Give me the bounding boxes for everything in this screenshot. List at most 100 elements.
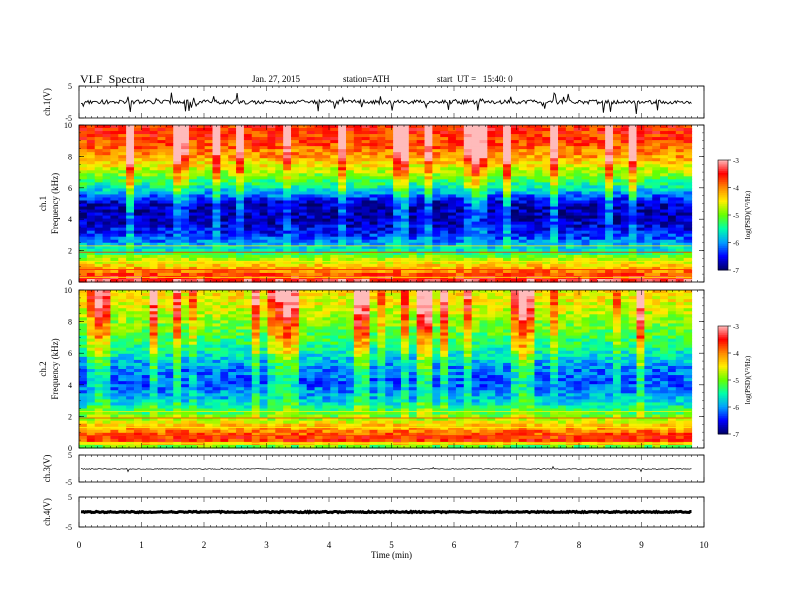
spectrogram-cell bbox=[503, 167, 512, 171]
spectrogram-cell bbox=[400, 155, 410, 159]
spectrogram-cell bbox=[283, 212, 292, 217]
spectrogram-cell bbox=[133, 161, 143, 165]
spectrogram-cell bbox=[400, 272, 410, 277]
spectrogram-cell bbox=[573, 134, 583, 138]
spectrogram-cell bbox=[369, 212, 378, 217]
spectrogram-cell bbox=[94, 278, 104, 283]
spectrogram-cell bbox=[243, 176, 253, 180]
spectrogram-cell bbox=[306, 134, 316, 138]
spectrogram-cell bbox=[291, 140, 300, 144]
spectrogram-cell bbox=[141, 218, 151, 223]
spectrogram-cell bbox=[330, 269, 339, 274]
spectrogram-cell bbox=[157, 161, 166, 165]
spectrogram-cell bbox=[353, 164, 363, 168]
spectrogram-cell bbox=[94, 272, 104, 277]
spectrogram-cell bbox=[660, 314, 669, 318]
spectrogram-cell bbox=[565, 182, 575, 186]
spectrogram-cell bbox=[212, 260, 221, 265]
spectrogram-cell bbox=[86, 137, 96, 141]
spectrogram-cell bbox=[259, 140, 269, 144]
spectrogram-cell bbox=[94, 296, 104, 300]
spectrogram-cell bbox=[479, 206, 488, 211]
spectrogram-cell bbox=[173, 299, 182, 303]
spectrogram-cell bbox=[628, 230, 638, 235]
spectrogram-cell bbox=[518, 239, 528, 244]
spectrogram-cell bbox=[558, 257, 567, 262]
spectrogram-cell bbox=[589, 260, 598, 265]
spectrogram-cell bbox=[675, 194, 685, 199]
spectrogram-cell bbox=[298, 296, 308, 300]
spectrogram-cell bbox=[94, 212, 104, 217]
spectrogram-cell bbox=[204, 272, 214, 277]
spectrogram-cell bbox=[165, 131, 174, 135]
spectrogram-cell bbox=[133, 170, 143, 174]
spectrogram-cell bbox=[361, 215, 371, 220]
spectrogram-cell bbox=[432, 200, 441, 205]
spectrogram-cell bbox=[79, 242, 88, 247]
spectrogram-cell bbox=[141, 305, 151, 309]
spectrogram-cell bbox=[259, 152, 269, 156]
spectrogram-cell bbox=[377, 221, 386, 226]
spectrogram-cell bbox=[565, 230, 575, 235]
spectrogram-cell bbox=[393, 320, 402, 325]
spectrogram-cell bbox=[353, 197, 363, 202]
spectrogram-cell bbox=[118, 269, 127, 274]
spectrogram-cell bbox=[188, 323, 198, 328]
spectrogram-cell bbox=[400, 158, 410, 162]
spectrogram-cell bbox=[361, 182, 371, 186]
spectrogram-cell bbox=[377, 224, 386, 229]
spectrogram-cell bbox=[267, 143, 276, 147]
spectrogram-cell bbox=[675, 290, 685, 294]
spectrogram-cell bbox=[518, 248, 528, 253]
spectrogram-cell bbox=[636, 173, 645, 177]
spectrogram-cell bbox=[314, 149, 324, 153]
spectrogram-cell bbox=[495, 236, 504, 241]
spectrogram-cell bbox=[393, 317, 402, 321]
spectrogram-cell bbox=[597, 278, 606, 283]
spectrogram-cell bbox=[157, 314, 166, 318]
spectrogram-cell bbox=[636, 227, 645, 232]
spectrogram-cell bbox=[141, 125, 151, 129]
spectrogram-cell bbox=[597, 194, 606, 199]
spectrogram-cell bbox=[455, 137, 465, 141]
spectrogram-cell bbox=[314, 308, 324, 312]
spectrogram-cell bbox=[652, 233, 661, 238]
spectrogram-cell bbox=[345, 233, 355, 238]
spectrogram-cell bbox=[149, 320, 159, 325]
spectrogram-cell bbox=[487, 293, 496, 297]
spectrogram-cell bbox=[251, 257, 261, 262]
spectrogram-cell bbox=[463, 296, 473, 300]
spectrogram-cell bbox=[526, 215, 536, 220]
spectrogram-cell bbox=[652, 197, 661, 202]
spectrogram-cell bbox=[581, 170, 591, 174]
spectrogram-cell bbox=[251, 152, 261, 156]
spectrogram-cell bbox=[118, 137, 127, 141]
spectrogram-cell bbox=[251, 245, 261, 250]
spectrogram-cell bbox=[275, 302, 284, 306]
spectrogram-cell bbox=[495, 170, 504, 174]
spectrogram-cell bbox=[448, 317, 457, 321]
spectrogram-cell bbox=[220, 155, 229, 159]
spectrogram-cell bbox=[110, 185, 119, 189]
spectrogram-cell bbox=[455, 200, 465, 205]
spectrogram-cell bbox=[141, 209, 151, 214]
spectrogram-cell bbox=[644, 230, 653, 235]
spectrogram-cell bbox=[322, 137, 331, 141]
spectrogram-cell bbox=[455, 131, 465, 135]
spectrogram-cell bbox=[385, 269, 394, 274]
spectrogram-cell bbox=[471, 299, 481, 303]
spectrogram-cell bbox=[173, 314, 182, 318]
spectrogram-cell bbox=[605, 155, 614, 159]
spectrogram-cell bbox=[612, 146, 622, 150]
spectrogram-cell bbox=[448, 260, 457, 265]
spectrogram-cell bbox=[636, 242, 645, 247]
spectrogram-cell bbox=[322, 239, 331, 244]
spectrogram-cell bbox=[440, 185, 449, 189]
spectrogram-cell bbox=[542, 188, 551, 193]
spectrogram-cell bbox=[416, 254, 426, 259]
spectrogram-cell bbox=[228, 236, 237, 241]
spectrogram-cell bbox=[510, 260, 520, 265]
spectrogram-cell bbox=[251, 299, 261, 303]
spectrogram-cell bbox=[393, 143, 402, 147]
spectrogram-cell bbox=[251, 176, 261, 180]
